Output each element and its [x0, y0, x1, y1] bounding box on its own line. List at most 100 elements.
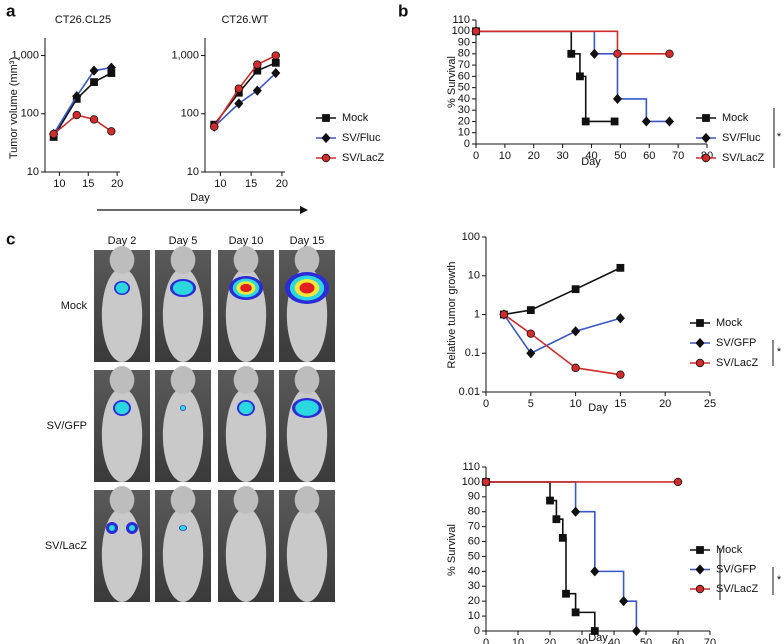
x-tick-label: 10: [499, 150, 511, 162]
marker: [665, 49, 674, 59]
mouse-head: [109, 486, 135, 514]
x-tick-label: 30: [557, 150, 569, 162]
signal: [114, 401, 130, 415]
x-tick-label: 70: [704, 637, 716, 644]
marker: [271, 51, 280, 60]
x-tick-label: 15: [245, 178, 257, 190]
marker: [695, 337, 705, 349]
y-axis-label: Relative tumor growth: [446, 262, 458, 369]
y-tick-label: 100: [181, 108, 199, 120]
marker: [571, 285, 580, 294]
row-label: Mock: [61, 300, 88, 312]
mouse-head: [170, 366, 196, 394]
y-tick-label: 10: [27, 166, 39, 178]
mouse-body: [162, 387, 204, 482]
marker: [701, 132, 711, 144]
y-tick-label: 40: [468, 565, 480, 577]
series-line: [213, 54, 277, 128]
marker: [321, 132, 331, 144]
marker: [252, 85, 262, 96]
mouse-head: [294, 486, 320, 514]
marker: [616, 263, 625, 272]
x-axis-label: Day: [588, 402, 608, 414]
mouse-head: [109, 366, 135, 394]
x-tick-label: 50: [640, 637, 652, 644]
marker: [210, 122, 219, 131]
marker: [322, 114, 330, 122]
marker: [526, 306, 535, 314]
step-line: [476, 30, 670, 123]
y-tick-label: 50: [468, 550, 480, 562]
marker: [571, 326, 581, 337]
x-axis-label: Day: [190, 192, 210, 204]
marker: [499, 310, 509, 319]
x-tick-label: 50: [614, 150, 626, 162]
series-line: [213, 72, 277, 128]
mouse-head: [233, 246, 259, 274]
marker: [72, 91, 82, 102]
step-line: [476, 30, 615, 123]
marker: [576, 72, 584, 81]
y-tick-label: 30: [458, 104, 470, 116]
y-tick-label: 30: [468, 580, 480, 592]
y-tick-label: 40: [458, 93, 470, 105]
marker: [701, 153, 711, 163]
legend-label: Mock: [716, 317, 743, 329]
mouse-head: [170, 246, 196, 274]
marker: [49, 129, 58, 139]
column-label: Day 15: [290, 235, 325, 247]
signal: [129, 525, 135, 531]
panel-label: b: [398, 1, 408, 20]
marker: [589, 48, 599, 59]
mouse-body: [101, 507, 143, 602]
series-line: [503, 314, 621, 355]
mouse-image: [218, 486, 274, 602]
legend-label: Mock: [716, 544, 743, 556]
y-tick-label: 0: [474, 625, 480, 637]
marker: [696, 546, 704, 554]
significance-label: *: [777, 574, 782, 586]
marker: [581, 117, 590, 126]
marker: [612, 93, 623, 105]
series-line: [503, 313, 621, 376]
significance-label: *: [777, 131, 782, 143]
x-tick-label: 60: [643, 150, 655, 162]
marker: [253, 60, 262, 69]
legend-label: Mock: [722, 112, 749, 124]
marker: [481, 477, 491, 487]
y-tick-label: 0.1: [465, 347, 480, 359]
signal: [115, 282, 129, 294]
y-axis-label: Tumor volume (mm³): [8, 57, 20, 159]
signal: [109, 525, 115, 531]
mouse-body: [286, 507, 328, 602]
mouse-image: [218, 366, 274, 482]
y-tick-label: 1,000: [171, 49, 199, 61]
mouse-image: [218, 246, 274, 362]
significance-label: **: [696, 566, 705, 578]
x-tick-label: 20: [544, 637, 556, 644]
step-line: [476, 30, 670, 55]
series-line: [53, 114, 112, 135]
marker: [567, 49, 576, 58]
marker: [571, 506, 581, 517]
x-tick-label: 0: [473, 150, 479, 162]
y-tick-label: 70: [468, 521, 480, 533]
marker: [552, 515, 561, 524]
mouse-image: [279, 366, 335, 482]
y-tick-label: 90: [468, 491, 480, 503]
x-tick-label: 40: [585, 150, 597, 162]
mouse-image: [279, 246, 335, 362]
legend-label: SV/LacZ: [716, 583, 758, 595]
legend-label: SV/Fluc: [722, 132, 761, 144]
y-tick-label: 100: [21, 108, 39, 120]
mouse-head: [294, 366, 320, 394]
marker: [546, 496, 554, 505]
significance-label: *: [777, 346, 782, 358]
y-tick-label: 10: [187, 166, 199, 178]
signal: [179, 525, 187, 531]
y-tick-label: 20: [468, 595, 480, 607]
y-tick-label: 110: [452, 14, 470, 26]
marker: [271, 58, 280, 67]
x-tick-label: 10: [569, 398, 581, 410]
marker: [619, 596, 629, 607]
